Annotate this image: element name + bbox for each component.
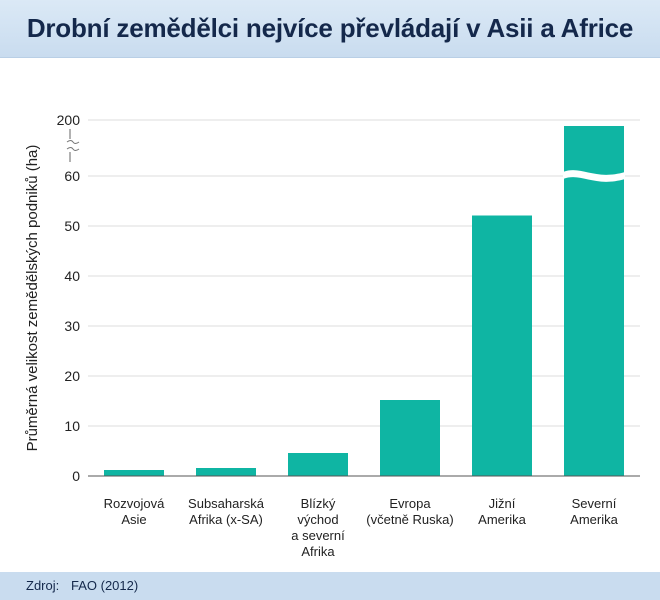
bar-chart: 0 10 20 30 40 50 60 200 Průměrná velikost zemědě… — [24, 112, 640, 559]
x-tick-label: Jižní — [489, 496, 516, 511]
bar — [472, 215, 532, 476]
y-tick-label: 10 — [64, 418, 80, 434]
chart-title: Drobní zemědělci nejvíce převládají v As… — [26, 13, 634, 43]
y-tick-label: 20 — [64, 368, 80, 384]
y-axis-label: Průměrná velikost zemědělských podniků (… — [24, 145, 41, 452]
x-tick-label: Severní — [572, 496, 617, 511]
x-tick-label: Asie — [121, 512, 146, 527]
bar — [564, 126, 624, 476]
x-tick-label: Rozvojová — [104, 496, 165, 511]
x-tick-label: Subsaharská — [188, 496, 265, 511]
x-tick-label: (včetně Ruska) — [366, 512, 453, 527]
bar-break-icon — [563, 170, 625, 182]
axis-break-icon — [66, 140, 80, 151]
bar — [380, 400, 440, 476]
x-tick-label: Afrika (x-SA) — [189, 512, 263, 527]
bar — [288, 453, 348, 476]
x-tick-label: Amerika — [478, 512, 526, 527]
y-tick-label: 30 — [64, 318, 80, 334]
source-footer: Zdroj: FAO (2012) — [0, 572, 660, 600]
bar — [104, 470, 164, 476]
bar — [196, 468, 256, 476]
x-tick-label: a severní — [291, 528, 345, 543]
y-tick-label: 50 — [64, 218, 80, 234]
x-tick-label: východ — [297, 512, 338, 527]
chart-area: 0 10 20 30 40 50 60 200 Průměrná velikost zemědě… — [0, 58, 660, 572]
y-tick-label: 40 — [64, 268, 80, 284]
y-tick-label: 0 — [72, 468, 80, 484]
x-tick-label: Blízký — [301, 496, 336, 511]
chart-header: Drobní zemědělci nejvíce převládají v As… — [0, 0, 660, 58]
y-tick-label: 200 — [57, 112, 81, 128]
source-label: Zdroj: — [26, 578, 60, 593]
x-tick-label: Evropa — [389, 496, 431, 511]
x-tick-label: Afrika — [301, 544, 335, 559]
source-value: FAO (2012) — [71, 578, 139, 593]
x-tick-label: Amerika — [570, 512, 618, 527]
y-tick-label: 60 — [64, 168, 80, 184]
